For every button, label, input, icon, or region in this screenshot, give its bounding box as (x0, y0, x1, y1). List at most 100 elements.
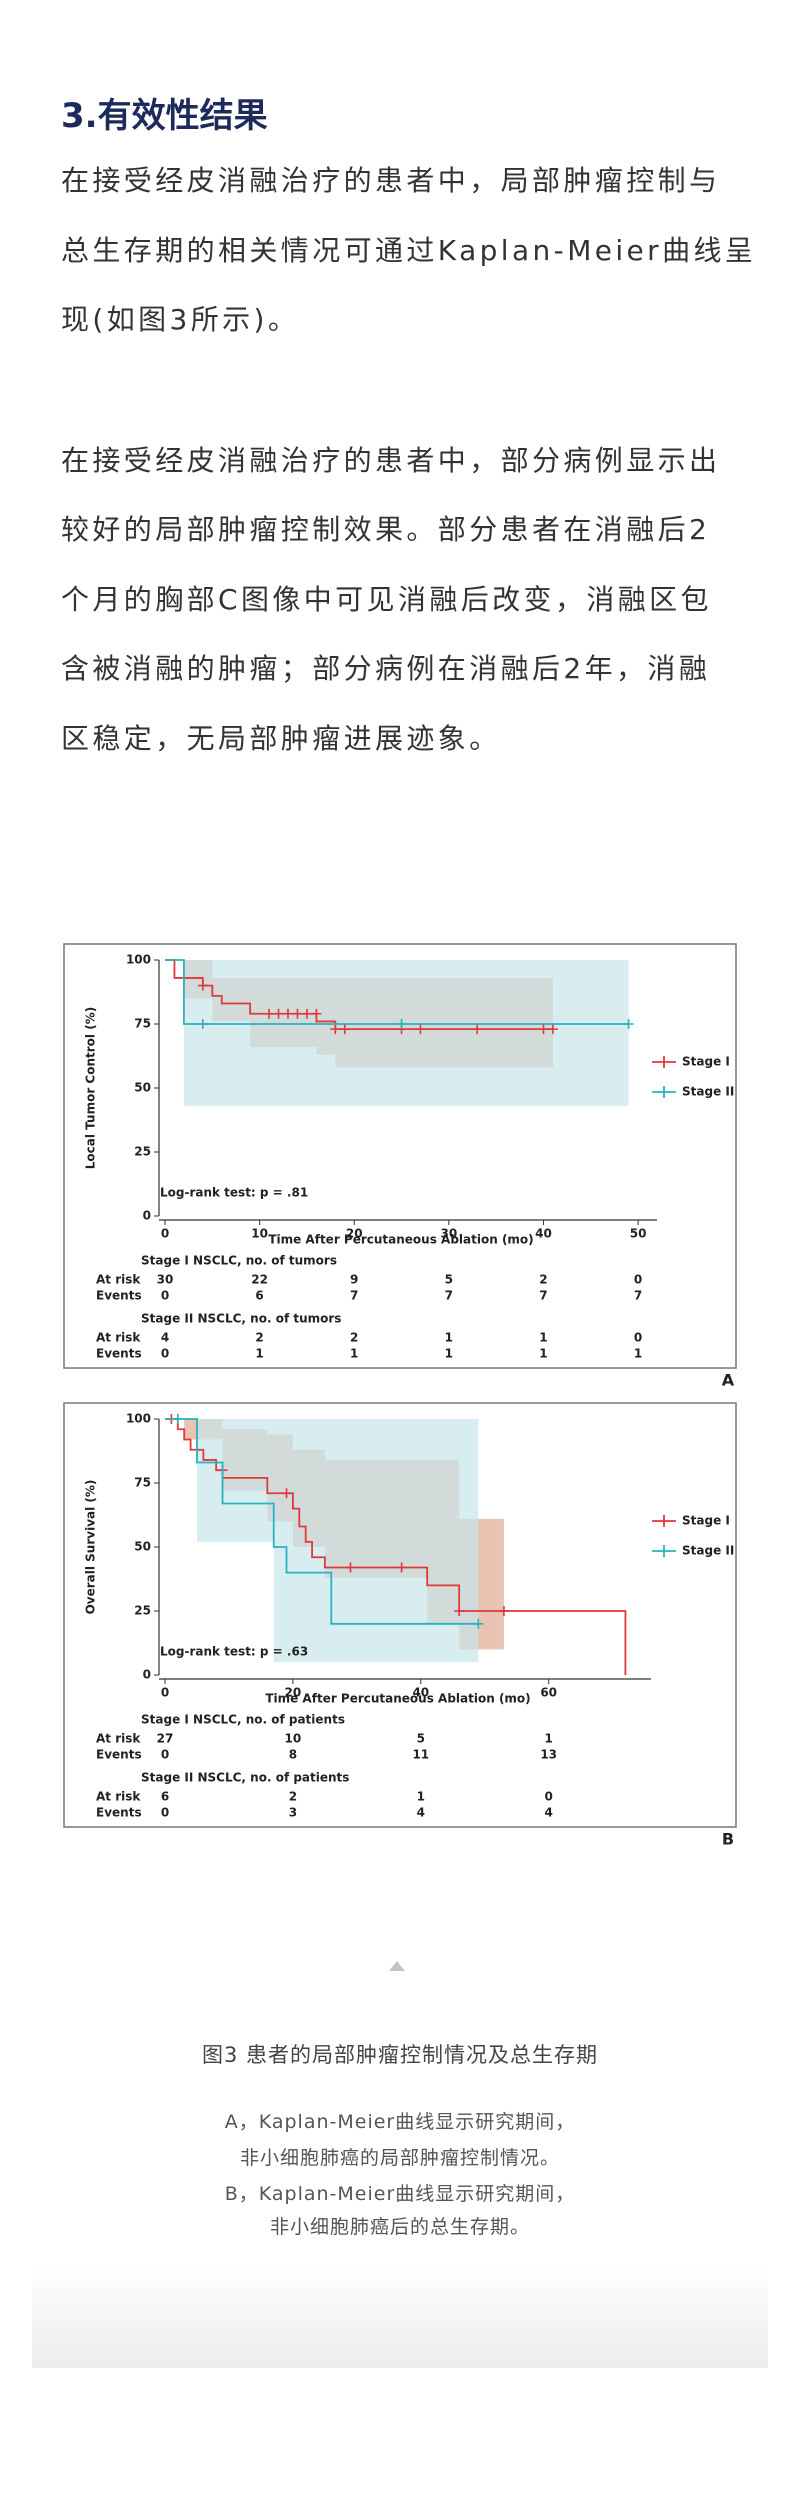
risk-value: 2 (289, 1790, 297, 1804)
paragraph-line: 区稳定，无局部肿瘤进展迹象。 (61, 722, 501, 755)
x-tick-label: 50 (630, 1227, 647, 1241)
risk-group-title: Stage I NSCLC, no. of patients (141, 1713, 345, 1727)
risk-value: 0 (161, 1347, 169, 1361)
y-tick-label: 0 (143, 1209, 151, 1223)
risk-value: 1 (545, 1732, 553, 1746)
censor-mark (172, 1414, 183, 1424)
risk-value: 2 (255, 1331, 263, 1345)
paragraph-line: 在接受经皮消融治疗的患者中，局部肿瘤控制与 (61, 164, 721, 197)
risk-value: 1 (255, 1347, 263, 1361)
paragraph-line: 现(如图3所示)。 (61, 303, 300, 336)
risk-value: 5 (445, 1273, 453, 1287)
risk-value: 0 (161, 1289, 169, 1303)
censor-mark (311, 1008, 322, 1019)
risk-row-label: At risk (96, 1273, 141, 1287)
risk-value: 4 (161, 1331, 169, 1345)
x-tick-label: 20 (346, 1227, 363, 1241)
risk-value: 3 (289, 1806, 297, 1820)
confidence-band (273, 1419, 479, 1663)
confidence-band (183, 960, 629, 1106)
risk-value: 1 (445, 1347, 453, 1361)
section-heading: 3.有效性结果 (61, 96, 268, 136)
risk-value: 0 (161, 1748, 169, 1762)
risk-value: 4 (417, 1806, 425, 1820)
figure-frame (63, 943, 737, 1369)
y-tick-label: 100 (126, 953, 151, 967)
panel-label: A (722, 1371, 735, 1390)
risk-value: 30 (157, 1273, 174, 1287)
censor-mark (197, 1019, 208, 1029)
x-tick-label: 10 (251, 1227, 268, 1241)
risk-value: 1 (634, 1347, 642, 1361)
risk-value: 7 (634, 1289, 642, 1303)
paragraph-line: 较好的局部肿瘤控制效果。部分患者在消融后2 (61, 513, 711, 546)
caption-line: B，Kaplan-Meier曲线显示研究期间， (224, 2183, 576, 2205)
censor-mark (473, 1618, 484, 1629)
risk-value: 2 (350, 1331, 358, 1345)
y-tick-label: 75 (134, 1017, 151, 1031)
risk-value: 1 (417, 1790, 425, 1804)
censor-mark (281, 1488, 292, 1499)
risk-value: 13 (540, 1748, 557, 1762)
censor-mark (498, 1606, 509, 1616)
risk-group-title: Stage I NSCLC, no. of tumors (141, 1254, 337, 1268)
risk-row-label: Events (96, 1748, 142, 1762)
risk-value: 0 (634, 1331, 642, 1345)
censor-mark (339, 1024, 350, 1035)
censor-mark (330, 1024, 341, 1035)
paragraph-line: 个月的胸部C图像中可见消融后改变，消融区包 (61, 583, 712, 616)
censor-mark (547, 1024, 558, 1035)
legend-label: Stage I (682, 1055, 730, 1069)
risk-value: 5 (417, 1732, 425, 1746)
censor-mark (197, 980, 208, 991)
risk-value: 6 (161, 1790, 169, 1804)
censor-mark (345, 1562, 356, 1573)
censor-mark (472, 1024, 483, 1035)
censor-mark (273, 1008, 284, 1019)
x-axis-label: Time After Percutaneous Ablation (mo) (268, 1233, 533, 1247)
x-tick-label: 40 (412, 1686, 429, 1700)
risk-row-label: Events (96, 1806, 142, 1820)
x-tick-label: 20 (285, 1686, 302, 1700)
risk-value: 7 (350, 1289, 358, 1303)
legend-label: Stage II (682, 1085, 734, 1099)
y-axis-label: Local Tumor Control (%) (84, 1007, 98, 1169)
figure-frame (63, 1402, 737, 1828)
x-tick-label: 30 (440, 1227, 457, 1241)
risk-value: 0 (634, 1273, 642, 1287)
panel-label: B (722, 1830, 734, 1849)
risk-row-label: At risk (96, 1732, 141, 1746)
caption-line: 非小细胞肺癌的局部肿瘤控制情况。 (239, 2147, 560, 2169)
censor-mark (396, 1562, 407, 1573)
risk-value: 7 (445, 1289, 453, 1303)
risk-value: 0 (161, 1806, 169, 1820)
risk-value: 10 (285, 1732, 302, 1746)
censor-mark (454, 1606, 465, 1616)
y-tick-label: 25 (134, 1145, 151, 1159)
survival-curve (165, 1418, 479, 1625)
paragraph-line: 总生存期的相关情况可通过Kaplan-Meier曲线呈 (61, 234, 757, 267)
caption-line: A，Kaplan-Meier曲线显示研究期间， (224, 2111, 576, 2133)
x-tick-label: 0 (161, 1686, 169, 1700)
risk-value: 1 (350, 1347, 358, 1361)
survival-curve (165, 1418, 627, 1675)
y-tick-label: 50 (134, 1081, 151, 1095)
x-tick-label: 60 (540, 1686, 557, 1700)
y-tick-label: 100 (126, 1412, 151, 1426)
x-tick-label: 40 (535, 1227, 552, 1241)
risk-group-title: Stage II NSCLC, no. of tumors (141, 1312, 341, 1326)
paragraph-line: 含被消融的肿瘤；部分病例在消融后2年，消融 (61, 652, 711, 685)
risk-value: 9 (350, 1273, 358, 1287)
censor-mark (301, 1008, 312, 1019)
risk-value: 4 (545, 1806, 553, 1820)
risk-row-label: At risk (96, 1790, 141, 1804)
confidence-band (196, 1419, 274, 1542)
legend-label: Stage II (682, 1544, 734, 1558)
risk-value: 27 (157, 1732, 174, 1746)
censor-mark (538, 1024, 549, 1035)
y-tick-label: 50 (134, 1540, 151, 1554)
annotation: Log-rank test: p = .81 (160, 1186, 308, 1200)
collapse-arrow (389, 1961, 405, 1971)
legend-label: Stage I (682, 1514, 730, 1528)
